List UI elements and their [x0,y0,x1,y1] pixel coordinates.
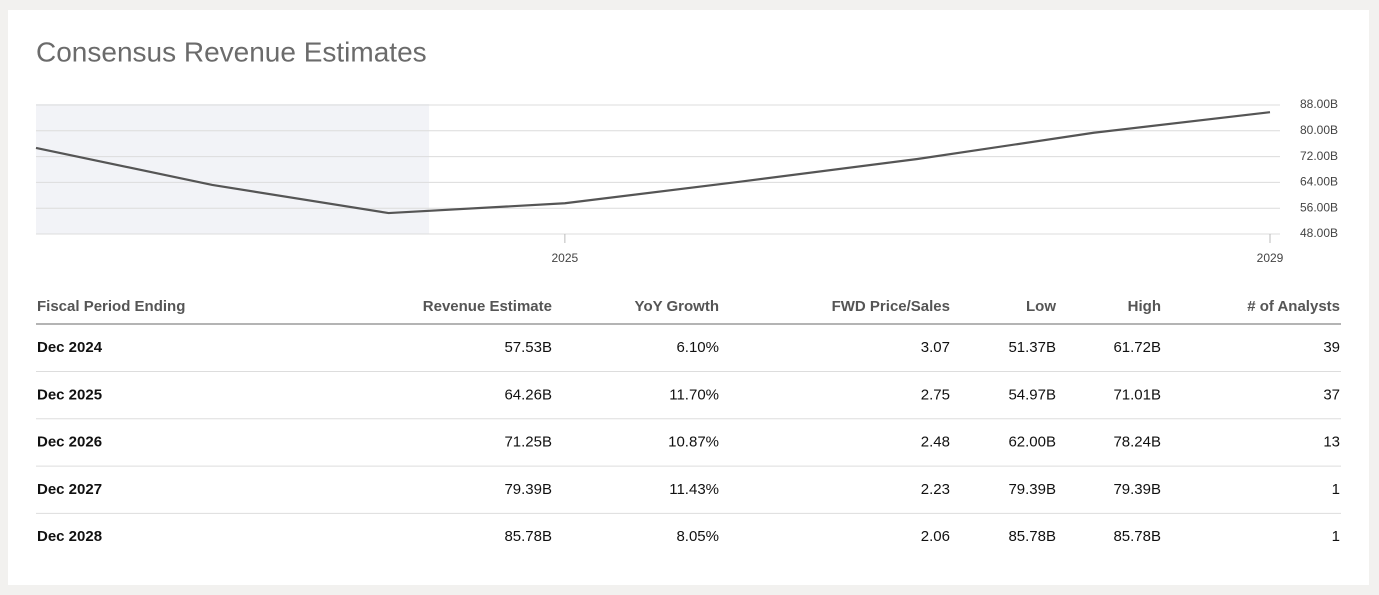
row-header: Dec 2027 [37,481,102,498]
cell: 62.00B [1008,434,1056,451]
cell: 2.48 [921,434,950,451]
cell: 79.39B [504,481,552,498]
cell: 71.01B [1113,386,1161,403]
cell: 85.78B [1113,528,1161,545]
column-header: High [1128,298,1161,315]
column-header: Fiscal Period Ending [37,298,185,315]
row-header: Dec 2025 [37,386,102,403]
column-header: YoY Growth [635,298,719,315]
y-tick-label: 64.00B [1300,175,1338,189]
y-tick-label: 88.00B [1300,97,1338,111]
cell: 11.43% [669,481,719,498]
cell: 54.97B [1008,386,1056,403]
cell: 85.78B [504,528,552,545]
revenue-line [35,111,1271,215]
cell: 2.23 [921,481,950,498]
cell: 2.75 [921,386,950,403]
cell: 78.24B [1113,434,1161,451]
column-header: Revenue Estimate [423,298,552,315]
y-tick-label: 56.00B [1300,200,1338,214]
column-header: # of Analysts [1247,298,1340,315]
cell: 1 [1332,528,1340,545]
cell: 13 [1323,434,1340,451]
cell: 79.39B [1113,481,1161,498]
y-tick-label: 72.00B [1300,149,1338,163]
cell: 2.06 [921,528,950,545]
cell: 8.05% [676,528,719,545]
x-tick-label: 2029 [1257,251,1284,265]
title: Consensus Revenue Estimates [36,36,427,67]
cell: 57.53B [504,339,552,356]
row-header: Dec 2026 [37,434,102,451]
x-tick-label: 2025 [552,251,579,265]
cell: 85.78B [1008,528,1056,545]
cell: 3.07 [921,339,950,356]
cell: 1 [1332,481,1340,498]
y-tick-label: 80.00B [1300,123,1338,137]
cell: 71.25B [504,434,552,451]
row-header: Dec 2028 [37,528,102,545]
row-header: Dec 2024 [37,339,103,356]
cell: 39 [1323,339,1340,356]
cell: 79.39B [1008,481,1056,498]
y-tick-label: 48.00B [1300,226,1338,240]
cell: 6.10% [676,339,719,356]
shaded-region [36,104,430,234]
column-header: FWD Price/Sales [832,298,950,315]
cell: 51.37B [1008,339,1056,356]
cell: 64.26B [504,386,552,403]
column-header: Low [1026,298,1056,315]
cell: 10.87% [668,434,719,451]
cell: 37 [1323,386,1340,403]
cell: 61.72B [1113,339,1161,356]
cell: 11.70% [669,386,719,403]
